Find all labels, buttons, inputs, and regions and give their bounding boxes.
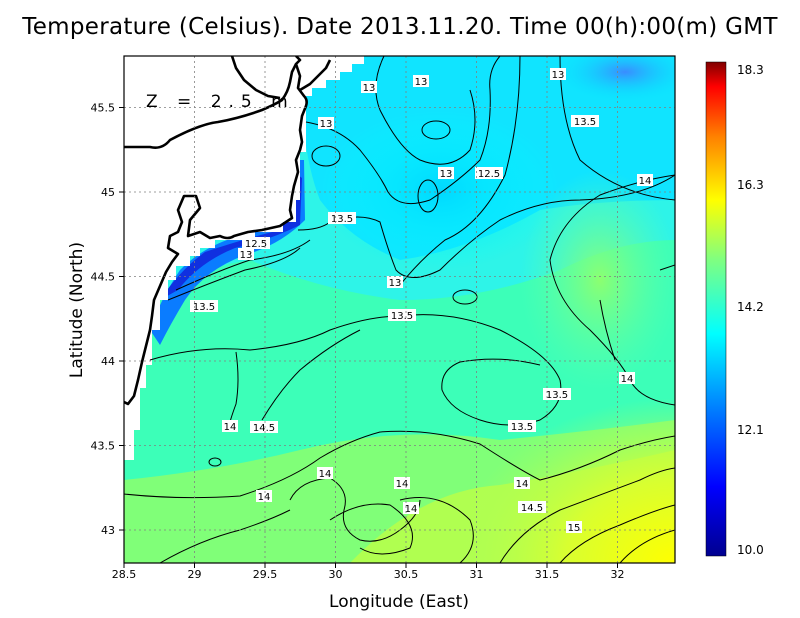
- contour-label-bg: [403, 502, 419, 514]
- contour-label-bg: [190, 300, 218, 312]
- x-tick-label: 28.5: [112, 568, 137, 581]
- colorbar: 18.3 16.3 14.2 12.1 10.0: [705, 61, 764, 557]
- colorbar-labels: 18.3 16.3 14.2 12.1 10.0: [737, 63, 764, 557]
- contour-label: 13: [440, 169, 453, 180]
- colorbar-gradient: [705, 61, 727, 557]
- contour-label-bg: [413, 75, 429, 87]
- contour-label: 14: [405, 504, 418, 515]
- contour-label-bg: [475, 167, 503, 179]
- contour-label: 13: [240, 250, 253, 261]
- contour-label-bg: [508, 420, 536, 432]
- contour-label: 13.5: [511, 422, 533, 433]
- contour-label-bg: [543, 388, 571, 400]
- contour-label: 13: [363, 83, 376, 94]
- depth-label: Z = 2.5 m: [146, 92, 295, 112]
- contour-label: 12.5: [245, 239, 267, 250]
- contour-label: 14: [224, 422, 237, 433]
- x-tick-label: 30.5: [394, 568, 419, 581]
- y-tick-label: 43: [101, 524, 115, 537]
- contour-labels: 1313131312.513.5131413.512.5131313.513.5…: [190, 68, 653, 534]
- contour-label-bg: [222, 420, 238, 432]
- y-tick-label: 44.5: [91, 271, 116, 284]
- contour-label-bg: [256, 490, 272, 502]
- contour-label-bg: [361, 81, 377, 93]
- coastline: [124, 56, 332, 406]
- contour-label-bg: [242, 237, 270, 249]
- contour-label-bg: [388, 309, 416, 321]
- contour-label-bg: [619, 372, 635, 384]
- contour-label: 14.5: [521, 503, 543, 514]
- x-tick-label: 29.5: [253, 568, 278, 581]
- y-tick-label: 44: [101, 355, 115, 368]
- contour-label: 13: [320, 119, 333, 130]
- x-tick-label: 30: [329, 568, 343, 581]
- y-tick-label: 45.5: [91, 102, 116, 115]
- contour-label-bg: [318, 117, 334, 129]
- contour-label: 13: [552, 70, 565, 81]
- contour-label-bg: [514, 477, 530, 489]
- contour-label: 13: [389, 278, 402, 289]
- x-tick-label: 32: [611, 568, 625, 581]
- x-axis-ticks: 28.5 29 29.5 30 30.5 31 31.5 32: [112, 563, 625, 581]
- land-mass: [124, 56, 364, 460]
- contour-label: 13.5: [193, 302, 215, 313]
- y-tick-label: 43.5: [91, 440, 116, 453]
- contour-label-bg: [438, 167, 454, 179]
- contour-label: 13.5: [574, 117, 596, 128]
- contour-label-bg: [637, 174, 653, 186]
- contour-label: 13.5: [331, 214, 353, 225]
- contour-label: 14: [621, 374, 634, 385]
- y-tick-label: 45: [101, 186, 115, 199]
- map-title: Temperature (Celsius). Date 2013.11.20. …: [22, 14, 778, 40]
- colorbar-label: 12.1: [737, 423, 764, 437]
- contour-label-bg: [238, 248, 254, 260]
- contour-label-bg: [550, 68, 566, 80]
- colorbar-label: 14.2: [737, 300, 764, 314]
- contour-label: 14.5: [253, 423, 275, 434]
- x-axis-title: Longitude (East): [329, 592, 469, 612]
- y-axis-title: Latitude (North): [67, 242, 87, 378]
- plot-frame: [123, 55, 676, 564]
- contour-label-bg: [518, 501, 546, 513]
- colorbar-label: 10.0: [737, 543, 764, 557]
- contour-label: 14: [396, 479, 409, 490]
- contour-label: 14: [319, 469, 332, 480]
- colorbar-label: 16.3: [737, 178, 764, 192]
- grid-lines: [124, 56, 675, 563]
- x-tick-label: 31.5: [535, 568, 560, 581]
- contour-label-bg: [328, 212, 356, 224]
- contour-label-bg: [250, 421, 278, 433]
- contour-label: 13.5: [546, 390, 568, 401]
- y-axis-ticks: 43 43.5 44 44.5 45 45.5: [91, 102, 124, 537]
- x-tick-label: 29: [188, 568, 202, 581]
- contour-label-bg: [571, 115, 599, 127]
- contour-label: 14: [258, 492, 271, 503]
- contour-label-bg: [387, 276, 403, 288]
- contour-label: 13: [415, 77, 428, 88]
- contour-label: 12.5: [478, 169, 500, 180]
- contour-label-bg: [317, 467, 333, 479]
- colorbar-label: 18.3: [737, 63, 764, 77]
- contour-label: 15: [568, 523, 581, 534]
- contour-label: 13.5: [391, 311, 413, 322]
- contour-label: 14: [516, 479, 529, 490]
- x-tick-label: 31: [470, 568, 484, 581]
- contour-label: 14: [639, 176, 652, 187]
